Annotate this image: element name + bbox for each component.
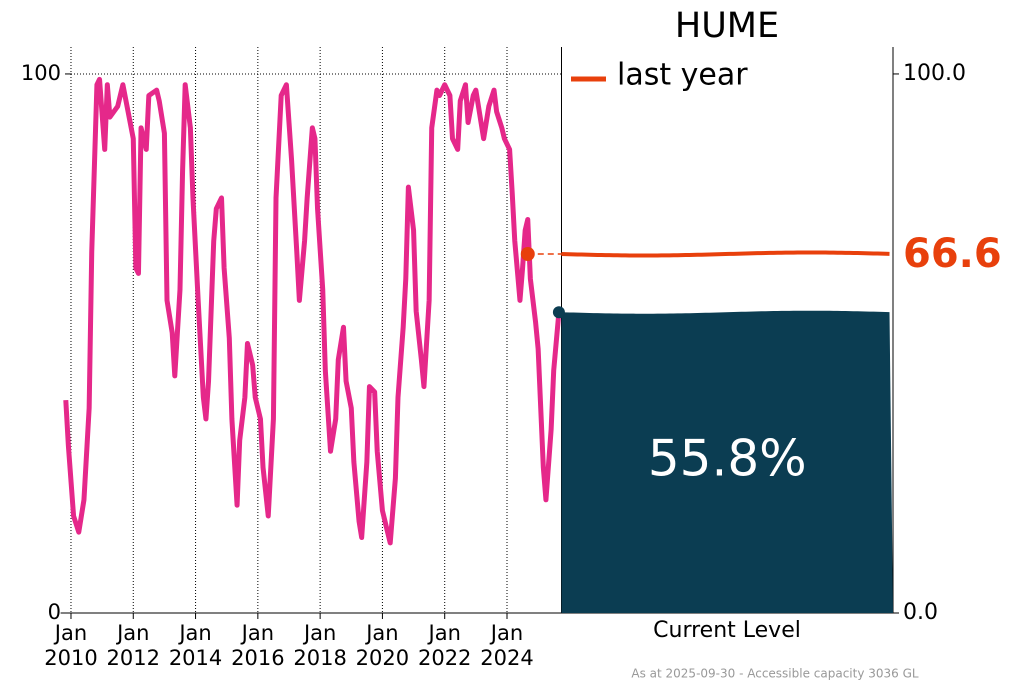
x-tick-label: Jan 2020: [355, 621, 410, 670]
last-year-point: [520, 246, 535, 261]
y-tick-label: 100: [21, 61, 61, 85]
current-label: 55.8%: [648, 430, 807, 488]
x-tick-label: Jan 2022: [417, 621, 472, 670]
x-tick-label: Jan 2012: [106, 621, 160, 670]
y2-tick-label: 0.0: [903, 600, 938, 625]
last-year-label: 66.6: [903, 231, 1002, 277]
current-point: [552, 306, 565, 319]
y-tick-label: 0: [48, 600, 61, 624]
y2-tick-label: 100.0: [903, 61, 966, 86]
current-level-fill: [561, 310, 893, 613]
x-tick-label: Jan 2014: [168, 621, 223, 670]
x-tick-label: Jan 2016: [231, 621, 285, 670]
x-tick-label: Jan 2018: [293, 621, 347, 670]
legend-label: last year: [617, 58, 748, 93]
chart-title: HUME: [675, 6, 779, 46]
x-tick-label: Jan 2024: [480, 621, 534, 670]
last-year-line: [561, 250, 890, 258]
footnote: As at 2025-09-30 - Accessible capacity 3…: [631, 667, 919, 681]
x-tick-label: Jan 2010: [44, 621, 98, 670]
level-line: [63, 76, 562, 546]
panel-label: Current Level: [653, 618, 801, 643]
